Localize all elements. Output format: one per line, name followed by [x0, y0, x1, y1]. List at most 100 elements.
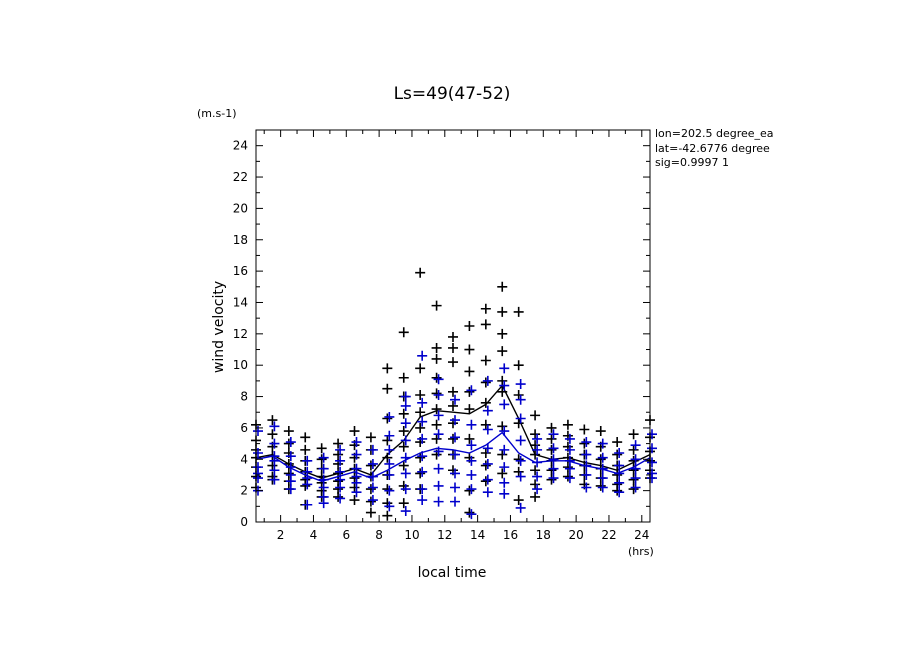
data-point-s1-17-5: [530, 479, 541, 490]
data-point-s1-17-6: [530, 491, 541, 502]
y-tick-label-6: 6: [240, 421, 248, 435]
data-point-s2-4-3: [318, 482, 329, 493]
data-point-s2-5-4: [335, 482, 346, 493]
data-point-s2-14-2: [482, 424, 493, 435]
data-point-s1-16-1: [513, 360, 524, 371]
data-point-s1-12-4: [448, 400, 458, 411]
data-point-s1-22-0: [612, 437, 623, 448]
y-tick-label-18: 18: [233, 233, 248, 247]
data-point-s2-2-1: [285, 451, 296, 462]
data-point-s2-9-2: [400, 418, 411, 429]
data-point-s1-10-3: [415, 407, 426, 418]
annotation-block: lon=202.5 degree_ea lat=-42.6776 degree …: [655, 127, 774, 169]
annotation-lat: lat=-42.6776 degree: [655, 142, 770, 155]
data-point-s2-9-3: [400, 435, 411, 446]
data-point-s2-1-1: [269, 438, 280, 449]
data-point-s1-12-2: [448, 357, 458, 368]
data-point-s2-20-3: [581, 469, 592, 480]
data-point-s1-16-5: [513, 466, 524, 477]
data-point-s2-21-3: [597, 473, 608, 484]
annotation-sig: sig=0.9997 1: [655, 156, 729, 169]
x-axis-title: local time: [418, 565, 487, 581]
data-point-s2-0-1: [253, 448, 263, 459]
data-point-s1-15-6: [497, 421, 508, 432]
data-point-s1-3-0: [300, 432, 311, 443]
data-point-s2-8-6: [384, 501, 395, 512]
data-point-s2-13-2: [466, 440, 477, 451]
data-point-s2-18-0: [548, 429, 559, 440]
data-point-s2-7-3: [367, 482, 378, 493]
x-tick-label-4: 4: [310, 528, 318, 542]
data-point-s2-24-2: [647, 457, 657, 468]
data-point-s2-22-3: [614, 477, 625, 488]
data-point-s2-16-5: [515, 471, 526, 482]
data-point-s2-11-3: [433, 429, 444, 440]
data-point-s2-13-4: [466, 469, 477, 480]
data-point-s1-22-5: [612, 485, 623, 496]
data-point-s2-3-4: [302, 499, 313, 510]
data-point-s2-19-0: [564, 433, 575, 444]
data-point-s1-11-2: [431, 353, 442, 364]
x-tick-label-24: 24: [634, 528, 649, 542]
data-point-s2-12-5: [450, 482, 460, 493]
data-point-s2-16-0: [515, 379, 526, 390]
data-point-s2-11-5: [433, 463, 444, 474]
x-tick-label-8: 8: [375, 528, 383, 542]
data-point-s1-15-4: [497, 375, 508, 386]
data-point-s1-17-2: [530, 440, 541, 451]
data-point-s1-14-3: [480, 377, 491, 388]
data-point-s2-11-2: [433, 410, 444, 421]
data-point-s1-13-8: [464, 507, 475, 518]
x-tick-label-2: 2: [277, 528, 285, 542]
y-tick-label-14: 14: [233, 295, 248, 309]
data-point-s2-20-0: [581, 437, 592, 448]
chart-title: Ls=49(47-52): [394, 84, 511, 104]
data-point-s1-9-6: [398, 460, 409, 471]
data-point-s2-11-6: [433, 480, 444, 491]
data-point-s2-15-1: [499, 380, 510, 391]
data-point-s1-23-5: [628, 484, 639, 495]
data-point-s1-16-0: [513, 306, 524, 317]
data-point-s1-14-2: [480, 355, 491, 366]
data-point-s2-14-5: [482, 474, 493, 485]
data-point-s1-9-5: [398, 441, 409, 452]
x-unit-label: (hrs): [628, 545, 654, 558]
data-point-s1-1-1: [267, 429, 278, 440]
data-point-s1-14-7: [480, 460, 491, 471]
data-point-s2-6-5: [351, 487, 362, 498]
data-point-s1-22-3: [612, 469, 623, 480]
data-point-s1-5-1: [333, 449, 344, 460]
data-point-s2-6-1: [351, 449, 362, 460]
data-point-s1-11-6: [431, 419, 442, 430]
data-point-s2-12-3: [450, 449, 460, 460]
data-point-s2-22-4: [614, 487, 625, 498]
data-point-s2-6-4: [351, 477, 362, 488]
data-point-s1-23-4: [628, 474, 639, 485]
mean-line-series-2: [255, 431, 651, 482]
data-point-s2-24-0: [647, 429, 657, 440]
data-point-s1-9-8: [398, 498, 409, 509]
data-point-s1-10-7: [415, 468, 426, 479]
data-point-s2-9-1: [400, 400, 411, 411]
data-point-s1-8-1: [382, 383, 393, 394]
data-point-s1-6-6: [349, 495, 360, 506]
data-point-s2-19-4: [564, 473, 575, 484]
data-point-s2-13-5: [466, 484, 477, 495]
data-point-s2-23-0: [630, 440, 641, 451]
data-point-s1-19-4: [562, 462, 573, 473]
data-point-s2-4-5: [318, 498, 329, 509]
data-point-s2-16-3: [515, 435, 526, 446]
x-tick-label-22: 22: [601, 528, 616, 542]
data-point-s1-15-8: [497, 468, 508, 479]
data-point-s2-23-4: [630, 482, 641, 493]
data-point-s1-3-1: [300, 444, 311, 455]
data-point-s2-12-4: [450, 468, 460, 479]
data-point-s2-14-6: [482, 487, 493, 498]
plot-frame: [255, 129, 651, 523]
series-2: [253, 350, 657, 520]
annotation-lon: lon=202.5 degree_ea: [655, 127, 774, 140]
data-point-s1-18-0: [546, 422, 557, 433]
data-point-s1-18-4: [546, 465, 557, 476]
data-point-s1-21-5: [595, 480, 606, 491]
data-point-s1-16-4: [513, 454, 524, 465]
